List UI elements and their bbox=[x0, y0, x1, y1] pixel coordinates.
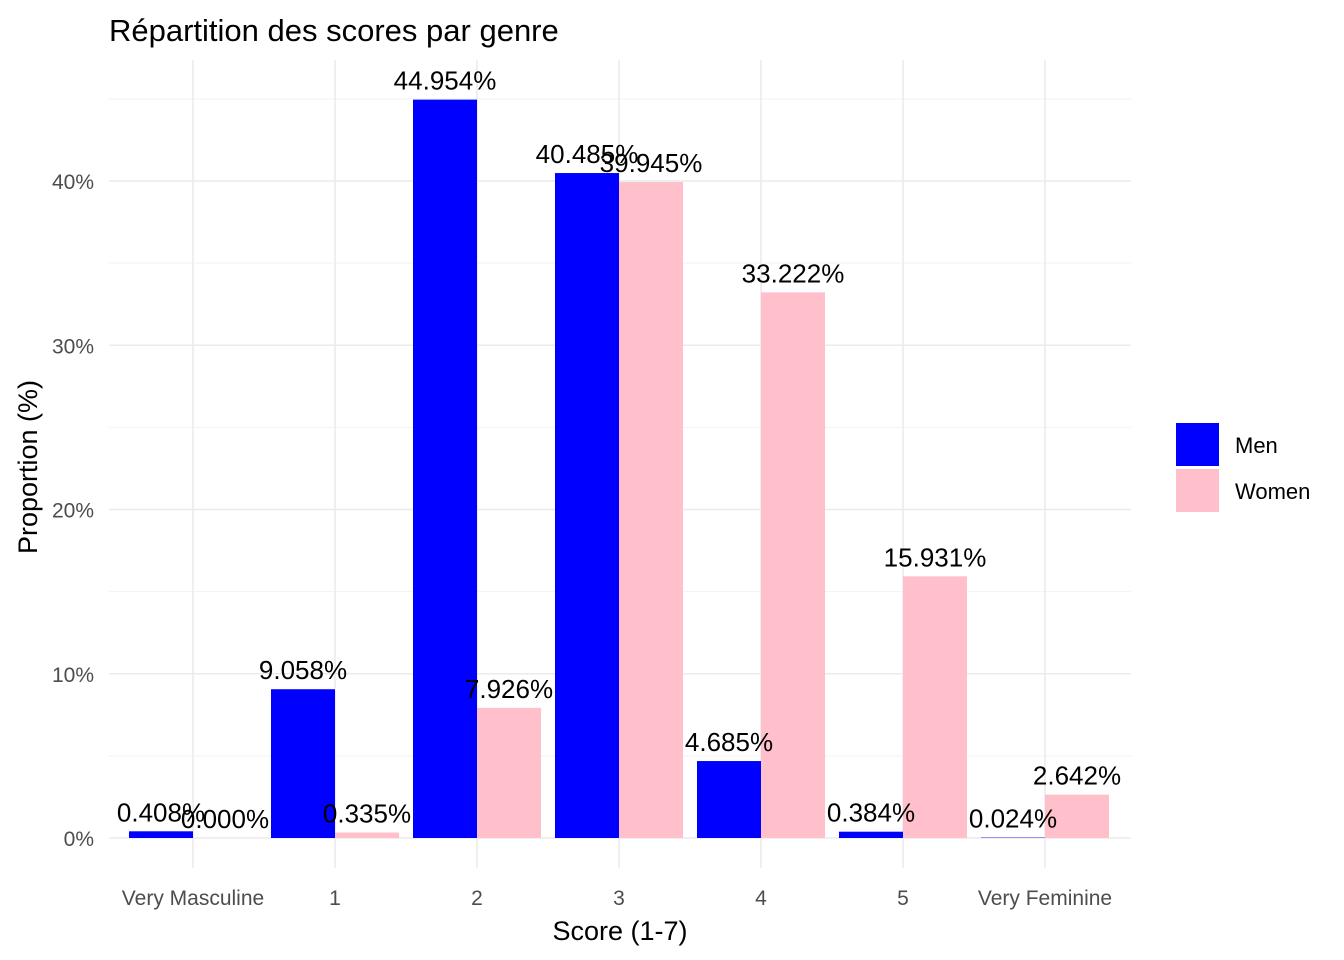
x-tick-label: 3 bbox=[613, 887, 625, 910]
bar-women bbox=[619, 181, 683, 838]
bar-men bbox=[697, 761, 761, 838]
y-tick-label: 30% bbox=[52, 335, 94, 358]
data-label: 39.945% bbox=[600, 148, 703, 178]
data-label: 0.408% bbox=[117, 797, 205, 827]
data-label: 4.685% bbox=[685, 727, 773, 757]
bar-men bbox=[413, 99, 477, 838]
legend-key-men bbox=[1176, 423, 1219, 466]
x-tick-label: Very Feminine bbox=[978, 887, 1112, 910]
legend-key-women bbox=[1176, 469, 1219, 512]
legend-label: Men bbox=[1235, 433, 1278, 458]
y-tick-label: 40% bbox=[52, 171, 94, 194]
x-tick-label: 1 bbox=[329, 887, 341, 910]
bar-men bbox=[271, 689, 335, 838]
data-label: 0.384% bbox=[827, 798, 915, 828]
y-axis-title: Proportion (%) bbox=[13, 380, 43, 554]
x-tick-label: 2 bbox=[471, 887, 483, 910]
data-label: 0.335% bbox=[323, 798, 411, 828]
y-tick-label: 0% bbox=[64, 828, 94, 851]
y-tick-label: 20% bbox=[52, 500, 94, 523]
data-label: 15.931% bbox=[884, 542, 987, 572]
x-tick-label: 5 bbox=[897, 887, 909, 910]
data-label: 0.024% bbox=[969, 804, 1057, 834]
data-label: 2.642% bbox=[1033, 761, 1121, 791]
x-axis-title: Score (1-7) bbox=[552, 916, 687, 946]
bar-women bbox=[1045, 794, 1109, 838]
bar-women bbox=[477, 707, 541, 838]
legend: Men Women bbox=[1176, 423, 1310, 512]
data-label: 33.222% bbox=[742, 258, 845, 288]
bar-men bbox=[129, 831, 193, 838]
bars bbox=[129, 99, 1109, 839]
chart-title: Répartition des scores par genre bbox=[109, 13, 559, 48]
x-axis-ticks: Very Masculine 1 2 3 4 5 Very Feminine bbox=[122, 887, 1112, 910]
legend-label: Women bbox=[1235, 479, 1310, 504]
bar-men bbox=[839, 831, 903, 838]
y-tick-label: 10% bbox=[52, 664, 94, 687]
bar-women bbox=[761, 292, 825, 839]
data-label: 7.926% bbox=[465, 674, 553, 704]
x-tick-label: Very Masculine bbox=[122, 887, 264, 910]
x-tick-label: 4 bbox=[755, 887, 767, 910]
data-labels: 0.408% 9.058% 44.954% 40.485% 4.685% 0.384% 0.… bbox=[117, 66, 1121, 834]
bar-women bbox=[903, 576, 967, 838]
data-label: 44.954% bbox=[394, 66, 497, 96]
y-axis-ticks: 0% 10% 20% 30% 40% bbox=[52, 171, 94, 851]
bar-men bbox=[555, 173, 619, 838]
bar-women bbox=[335, 832, 399, 838]
data-label: 0.000% bbox=[181, 804, 269, 834]
data-label: 40.485% bbox=[536, 139, 639, 169]
data-label: 9.058% bbox=[259, 655, 347, 685]
